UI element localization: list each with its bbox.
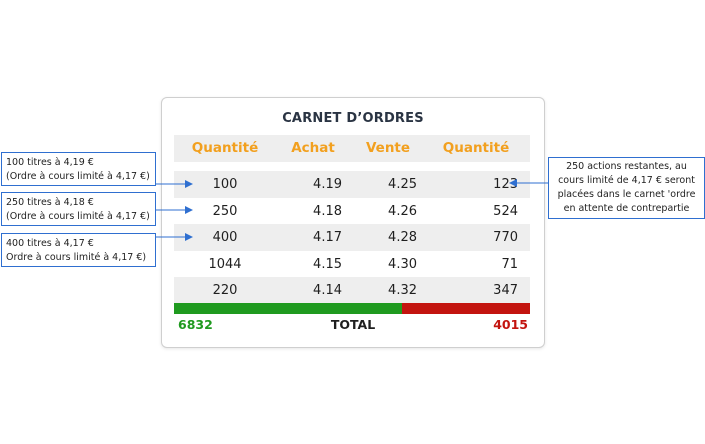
annotation-buy-100: 100 titres à 4,19 € (Ordre à cours limit… (1, 152, 156, 186)
annotation-line: 100 titres à 4,19 € (6, 157, 94, 168)
order-book-card: CARNET D’ORDRES Quantité Achat Vente Qua… (161, 97, 545, 348)
table-row: 250 4.18 4.26 524 (174, 198, 530, 225)
table-row: 400 4.17 4.28 770 (174, 224, 530, 251)
sell-price-cell: 4.32 (388, 283, 417, 298)
annotation-line: en attente de contrepartie (563, 203, 690, 214)
buy-price-cell: 4.18 (313, 204, 342, 219)
annotation-line: 400 titres à 4,17 € (6, 238, 94, 249)
annotation-buy-250: 250 titres à 4,18 € (Ordre à cours limit… (1, 192, 156, 226)
annotation-line: 250 titres à 4,18 € (6, 197, 94, 208)
buy-quantity-cell: 100 (212, 177, 238, 192)
annotation-remaining-shares: 250 actions restantes, au cours limité d… (548, 157, 705, 219)
buy-volume-bar (174, 303, 402, 314)
annotation-line: (Ordre à cours limité à 4,17 €) (6, 211, 150, 222)
annotation-line: Ordre à cours limité à 4,17 €) (6, 252, 147, 263)
buy-quantity-cell: 250 (212, 204, 238, 219)
sell-price-cell: 4.26 (388, 204, 417, 219)
annotation-line: cours limité de 4,17 € seront (558, 175, 695, 186)
buy-quantity-cell: 400 (212, 230, 238, 245)
total-sell-value: 4015 (493, 317, 528, 332)
buy-price-cell: 4.15 (313, 257, 342, 272)
buy-price-cell: 4.17 (313, 230, 342, 245)
annotation-line: placées dans le carnet 'ordre (557, 189, 696, 200)
sell-quantity-cell: 347 (493, 283, 518, 298)
table-header-row: Quantité Achat Vente Quantité (174, 135, 530, 162)
sell-quantity-cell: 71 (501, 257, 518, 272)
buy-quantity-cell: 1044 (208, 257, 242, 272)
header-sell-quantity: Quantité (442, 140, 510, 156)
header-buy-quantity: Quantité (191, 140, 259, 156)
header-sell-price: Vente (365, 140, 411, 156)
buy-price-cell: 4.14 (313, 283, 342, 298)
buy-price-cell: 4.19 (313, 177, 342, 192)
annotation-buy-400: 400 titres à 4,17 € Ordre à cours limité… (1, 233, 156, 267)
sell-volume-bar (402, 303, 530, 314)
header-buy-price: Achat (291, 140, 335, 156)
buy-quantity-cell: 220 (212, 283, 238, 298)
annotation-line: 250 actions restantes, au (566, 161, 687, 172)
sell-price-cell: 4.25 (388, 177, 417, 192)
sell-price-cell: 4.30 (388, 257, 417, 272)
sell-quantity-cell: 770 (493, 230, 518, 245)
sell-price-cell: 4.28 (388, 230, 417, 245)
table-row: 220 4.14 4.32 347 (174, 277, 530, 304)
table-row: 1044 4.15 4.30 71 (174, 251, 530, 278)
total-buy-value: 6832 (178, 317, 213, 332)
annotation-line: (Ordre à cours limité à 4,17 €) (6, 171, 150, 182)
total-label: TOTAL (330, 317, 376, 332)
order-book-title: CARNET D’ORDRES (282, 111, 424, 126)
sell-quantity-cell: 524 (493, 204, 518, 219)
